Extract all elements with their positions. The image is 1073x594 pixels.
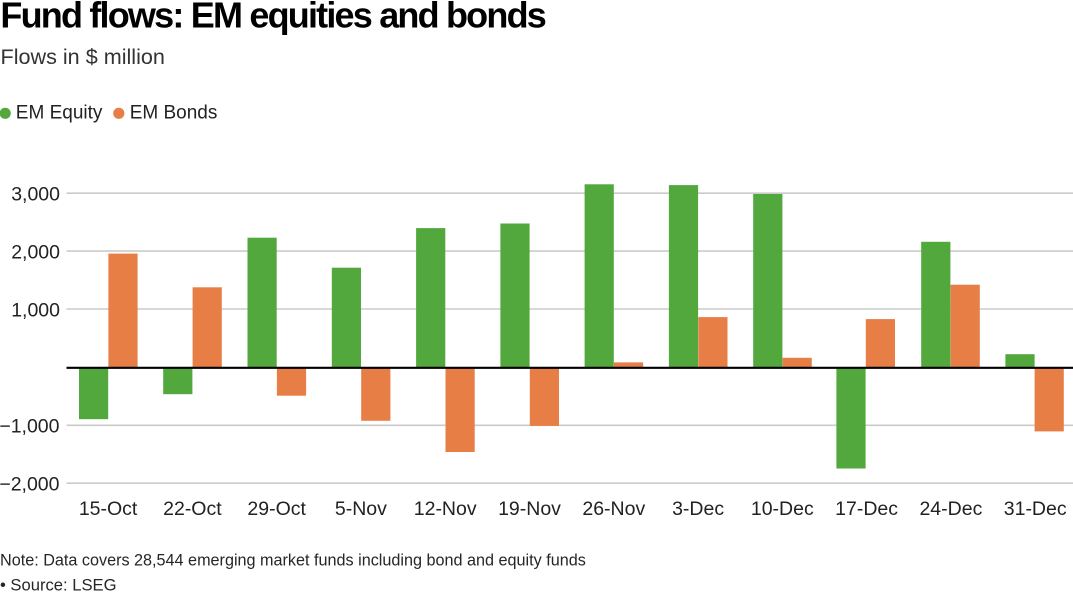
svg-text:24-Dec: 24-Dec [919,498,982,520]
svg-text:5-Nov: 5-Nov [335,498,387,520]
svg-text:22-Oct: 22-Oct [163,498,222,520]
svg-text:12-Nov: 12-Nov [414,498,477,520]
svg-text:EM Bonds: EM Bonds [130,102,218,123]
svg-text:−1,000: −1,000 [0,416,60,438]
svg-text:1,000: 1,000 [11,299,60,321]
svg-text:10-Dec: 10-Dec [751,498,814,520]
svg-text:3,000: 3,000 [11,183,60,205]
svg-text:19-Nov: 19-Nov [498,498,561,520]
svg-text:Note: Data covers 28,544 emerg: Note: Data covers 28,544 emerging market… [0,551,586,569]
svg-text:• Source: LSEG: • Source: LSEG [0,575,117,594]
svg-text:2,000: 2,000 [11,241,60,263]
svg-text:−2,000: −2,000 [0,473,60,495]
svg-text:Fund flows: EM equities and bo: Fund flows: EM equities and bonds [0,0,545,35]
svg-text:EM Equity: EM Equity [16,102,103,123]
svg-text:26-Nov: 26-Nov [582,498,645,520]
svg-text:31-Dec: 31-Dec [1004,498,1067,520]
svg-text:29-Oct: 29-Oct [247,498,306,520]
svg-text:Flows in $ million: Flows in $ million [1,44,165,69]
svg-text:17-Dec: 17-Dec [835,498,898,520]
svg-text:3-Dec: 3-Dec [672,498,724,520]
svg-text:15-Oct: 15-Oct [79,498,138,520]
